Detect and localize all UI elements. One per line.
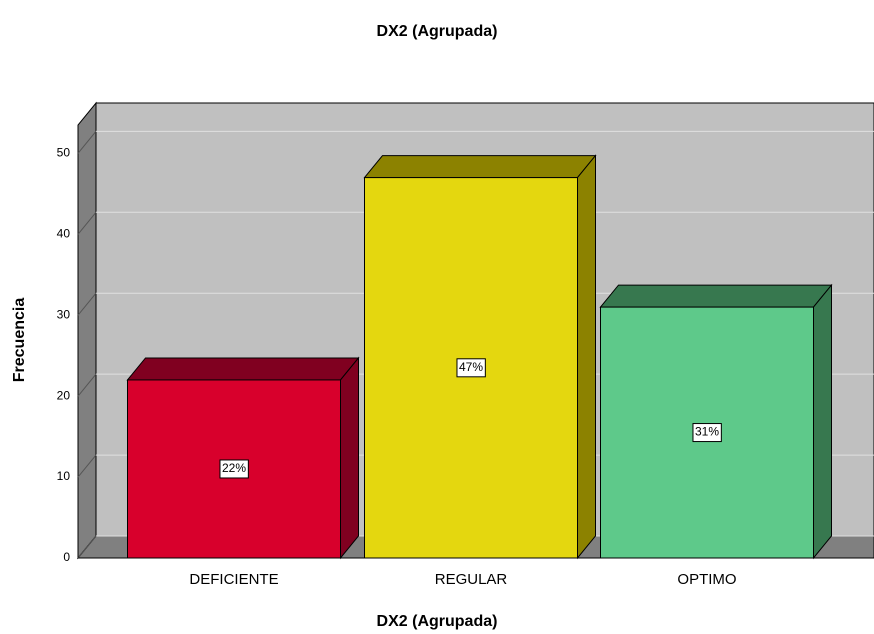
value-label-box [692,423,722,443]
bar-top [363,155,597,179]
y-axis-label: Frecuencia [11,298,28,383]
x-tick-label: DEFICIENTE [189,571,278,588]
tick-mark [77,292,97,316]
y-tick-label: 30 [57,307,71,321]
chart-title: DX2 (Agrupada) [377,23,498,40]
tick-mark [77,373,97,397]
tick-mark [77,535,97,559]
bar-side [340,356,359,560]
x-tick-label: OPTIMO [677,571,736,588]
value-label: 47% [459,360,483,374]
tick-mark [77,454,97,478]
bar-top [599,284,833,308]
bar-side [577,154,596,560]
value-label-box [219,459,249,479]
x-tick-label: REGULAR [435,571,508,588]
x-axis-label: DX2 (Agrupada) [377,613,498,630]
tick-mark [77,211,97,235]
left-wall [77,101,97,560]
value-label: 31% [695,425,719,439]
y-tick-label: 50 [57,145,71,159]
bar-top [126,357,360,381]
y-tick-label: 40 [57,226,71,240]
tick-mark [77,131,97,154]
y-tick-label: 20 [57,388,71,402]
y-tick-label: 10 [57,469,71,483]
value-label: 22% [222,461,246,475]
y-tick-label: 0 [63,550,70,564]
value-label-box [456,358,486,378]
bar-side [813,283,832,560]
